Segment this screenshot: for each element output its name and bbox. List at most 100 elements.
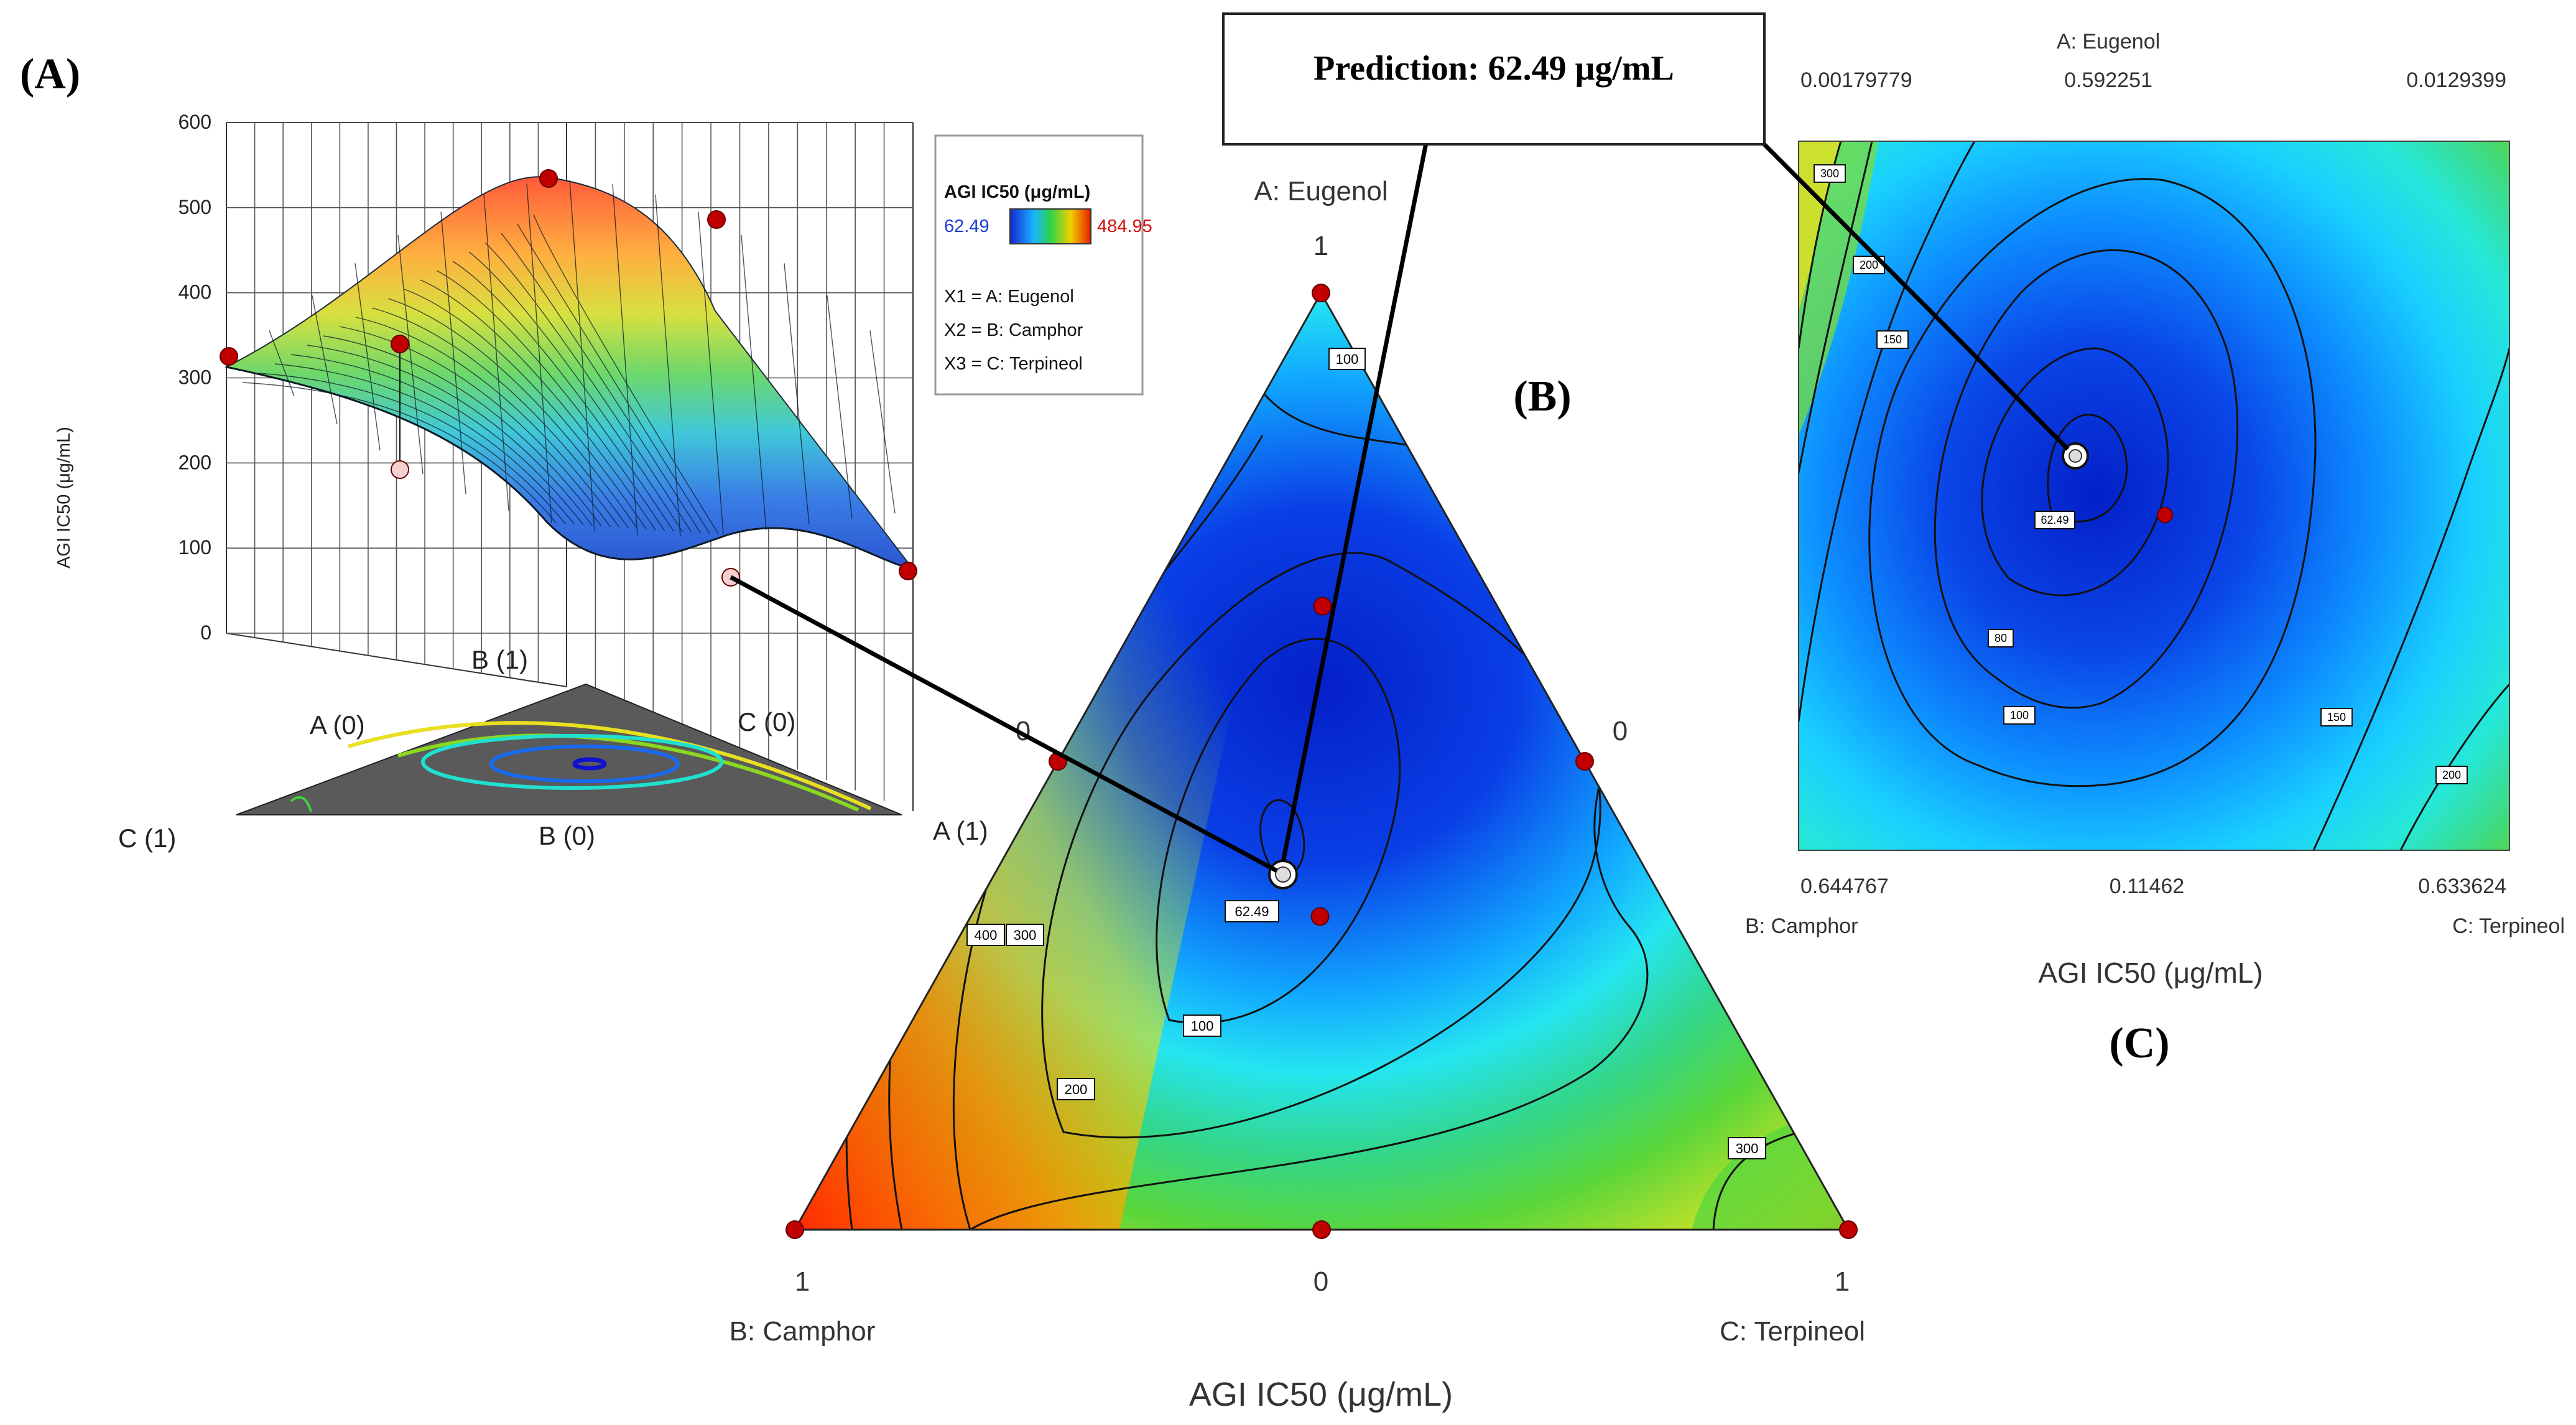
mesh-line bbox=[339, 326, 611, 527]
mesh-line bbox=[440, 211, 466, 494]
design-point bbox=[1313, 596, 1332, 616]
connector-lines bbox=[730, 107, 2070, 873]
design-point bbox=[785, 1220, 804, 1239]
label-c1: C (1) bbox=[118, 824, 176, 853]
zoom-axis-labels: A: Eugenol 0.00179779 0.592251 0.0129399… bbox=[1745, 30, 2565, 938]
zoom-title: AGI IC50 (μg/mL) bbox=[2038, 957, 2263, 989]
mesh-line bbox=[784, 263, 810, 525]
mesh-line bbox=[242, 382, 557, 524]
mesh-line bbox=[869, 330, 896, 514]
svg-text:62.49: 62.49 bbox=[2041, 514, 2069, 526]
mesh-line bbox=[371, 307, 629, 529]
contour-label: 62.49 bbox=[2034, 511, 2075, 529]
zoom-right-corner-label: C: Terpineol bbox=[2452, 914, 2565, 938]
response-surface bbox=[225, 176, 915, 570]
vertex-value-right: 1 bbox=[1835, 1266, 1850, 1297]
mesh-line bbox=[526, 183, 552, 523]
design-point bbox=[220, 347, 238, 366]
surface-mesh bbox=[242, 180, 896, 537]
svg-text:300: 300 bbox=[1736, 1141, 1759, 1156]
contour-label: 100 bbox=[1328, 348, 1366, 370]
ternary-axis-labels: 1 A: Eugenol 1 B: Camphor 1 C: Terpineol… bbox=[730, 176, 1865, 1347]
design-point bbox=[391, 335, 409, 353]
legend-factor-2: X2 = B: Camphor bbox=[944, 320, 1083, 340]
contour-label: 300 bbox=[1728, 1137, 1766, 1159]
svg-text:150: 150 bbox=[2327, 711, 2346, 723]
edge-zero-right: 0 bbox=[1613, 716, 1628, 746]
mesh-line bbox=[698, 211, 724, 535]
panel-label-c: (C) bbox=[2109, 1019, 2169, 1067]
design-point bbox=[707, 210, 726, 229]
label-b0: B (0) bbox=[539, 821, 595, 850]
label-b1: B (1) bbox=[471, 645, 528, 674]
mesh-line bbox=[274, 363, 575, 525]
zoom-top-tick-1: 0.00179779 bbox=[1800, 68, 1912, 92]
design-point bbox=[1575, 752, 1594, 771]
ternary-contour-labels: 100 62.49 100 200 300 400 300 bbox=[966, 348, 1766, 1159]
zoom-contour-labels: 300 200 150 62.49 80 100 150 200 bbox=[1814, 164, 2468, 784]
contour-label: 200 bbox=[1853, 256, 1885, 274]
contour-label: 80 bbox=[1988, 629, 2014, 648]
mesh-line bbox=[452, 261, 674, 532]
mesh-line bbox=[355, 317, 620, 528]
label-c0: C (0) bbox=[738, 707, 795, 736]
mesh-line bbox=[404, 289, 647, 530]
vertex-label-right: C: Terpineol bbox=[1720, 1316, 1865, 1347]
panel-a-surface-plot: 600 500 400 300 200 100 0 AGI IC50 (μg/mL) bbox=[54, 111, 1152, 853]
svg-text:400: 400 bbox=[975, 927, 998, 943]
panel-label-b: (B) bbox=[1513, 373, 1571, 420]
mesh-line bbox=[569, 180, 595, 532]
z-tick-label: 100 bbox=[178, 536, 211, 559]
design-point bbox=[1312, 284, 1330, 302]
vertex-labels-3d: B (1) A (0) C (0) C (1) B (0) A (1) bbox=[118, 645, 988, 853]
prediction-text: Prediction: 62.49 μg/mL bbox=[1313, 49, 1674, 88]
svg-text:200: 200 bbox=[2442, 769, 2461, 781]
zoom-bottom-tick-3: 0.633624 bbox=[2418, 875, 2506, 898]
svg-text:300: 300 bbox=[1820, 167, 1839, 180]
z-axis-label: AGI IC50 (μg/mL) bbox=[54, 427, 74, 569]
legend-max: 484.95 bbox=[1097, 216, 1152, 236]
mesh-line bbox=[323, 335, 602, 527]
svg-text:200: 200 bbox=[1065, 1082, 1088, 1097]
contour-label: 400 bbox=[966, 924, 1005, 946]
mesh-line bbox=[827, 295, 853, 519]
contour-label: 100 bbox=[2003, 706, 2036, 725]
svg-text:100: 100 bbox=[2010, 709, 2029, 722]
mesh-line bbox=[354, 263, 381, 451]
mesh-line bbox=[307, 345, 593, 526]
contour-label: 150 bbox=[2320, 708, 2353, 726]
z-tick-label: 600 bbox=[178, 111, 211, 133]
ternary-title: AGI IC50 (μg/mL) bbox=[1189, 1376, 1453, 1413]
mesh-line bbox=[290, 354, 584, 526]
label-a0: A (0) bbox=[310, 710, 365, 740]
contour-label: 300 bbox=[1814, 164, 1846, 183]
design-point bbox=[1839, 1220, 1858, 1239]
mesh-line bbox=[533, 214, 720, 535]
legend-min: 62.49 bbox=[944, 216, 989, 236]
contour-label: 150 bbox=[1876, 330, 1909, 349]
design-point bbox=[1312, 1220, 1331, 1239]
vertex-value-top: 1 bbox=[1313, 231, 1328, 261]
svg-text:100: 100 bbox=[1191, 1018, 1214, 1034]
mesh-line bbox=[387, 298, 638, 529]
z-tick-label: 200 bbox=[178, 451, 211, 473]
zoom-top-tick-3: 0.0129399 bbox=[2406, 68, 2506, 92]
z-tick-label: 500 bbox=[178, 196, 211, 218]
svg-text:200: 200 bbox=[1860, 259, 1878, 271]
design-point bbox=[391, 460, 409, 479]
svg-text:80: 80 bbox=[1995, 632, 2007, 644]
base-triangle bbox=[236, 683, 902, 815]
mesh-line bbox=[741, 234, 767, 531]
design-point bbox=[2157, 507, 2173, 523]
legend-factor-1: X1 = A: Eugenol bbox=[944, 287, 1074, 307]
legend-title: AGI IC50 (μg/mL) bbox=[944, 182, 1090, 202]
vertex-label-left: B: Camphor bbox=[730, 1316, 876, 1347]
design-point bbox=[539, 169, 558, 188]
svg-text:150: 150 bbox=[1883, 333, 1902, 346]
legend-colorbar bbox=[1009, 208, 1091, 244]
mesh-line bbox=[501, 233, 702, 534]
mesh-line bbox=[312, 295, 338, 425]
design-point bbox=[899, 562, 917, 580]
contour-label: 100 bbox=[1183, 1014, 1221, 1037]
